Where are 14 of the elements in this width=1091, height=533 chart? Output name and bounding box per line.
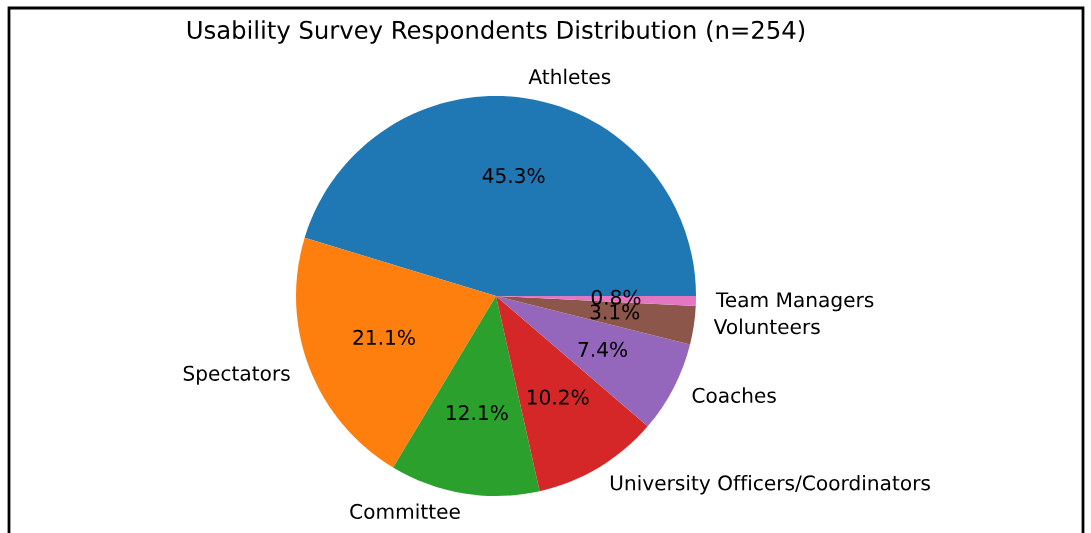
chart-title: Usability Survey Respondents Distribution (n=254): [187, 20, 805, 44]
data-label: 21.1%: [353, 329, 415, 345]
data-label: 12.1%: [447, 405, 508, 421]
slice-label: Volunteers: [713, 318, 820, 335]
slice-label: Coaches: [692, 387, 776, 403]
data-label: 3.1%: [590, 304, 640, 320]
slice-label: Team Managers: [715, 292, 874, 312]
data-label: 10.2%: [527, 389, 589, 405]
data-label: 7.4%: [578, 341, 628, 357]
data-label: 45.3%: [482, 167, 545, 184]
slice-label: University Officers/Coordinators: [610, 474, 930, 495]
slice-label: Spectators: [183, 365, 290, 385]
slice-label: Committee: [350, 503, 460, 520]
slice-label: Athletes: [528, 68, 611, 85]
